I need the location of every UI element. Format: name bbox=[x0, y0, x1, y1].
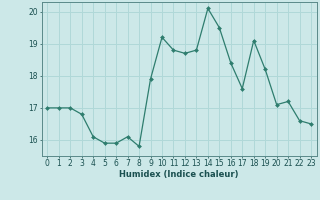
X-axis label: Humidex (Indice chaleur): Humidex (Indice chaleur) bbox=[119, 170, 239, 179]
